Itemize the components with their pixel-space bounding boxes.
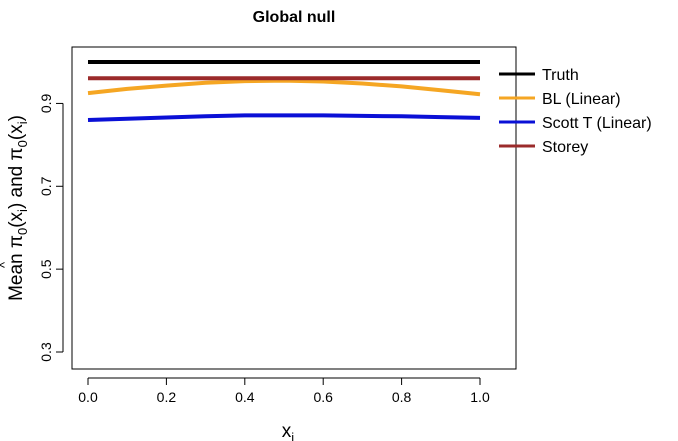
series-layer bbox=[87, 60, 481, 122]
series-line-2 bbox=[87, 113, 481, 122]
x-tick-label: 0.4 bbox=[235, 389, 255, 405]
y-tick-label: 0.9 bbox=[38, 93, 54, 113]
x-tick-label: 0.8 bbox=[392, 389, 412, 405]
legend-label: Scott T (Linear) bbox=[542, 115, 652, 132]
series-line-1 bbox=[87, 78, 481, 97]
x-axis-label: xi bbox=[282, 421, 295, 441]
y-axis: 0.3 0.5 0.7 0.9 bbox=[38, 93, 64, 362]
svg-text:Mean π0(xi) and π0(xi): Mean π0(xi) and π0(xi) bbox=[6, 115, 30, 301]
x-axis: 0.0 0.2 0.4 0.6 0.8 1.0 bbox=[78, 377, 490, 405]
x-tick-label: 0.0 bbox=[78, 389, 98, 405]
legend: Truth BL (Linear) Scott T (Linear) Storey bbox=[499, 67, 652, 156]
chart-title: Global null bbox=[253, 9, 336, 26]
legend-label: BL (Linear) bbox=[542, 91, 621, 108]
x-tick-label: 0.2 bbox=[157, 389, 177, 405]
plot-frame bbox=[71, 46, 517, 370]
pi-hat-mark: ^ bbox=[0, 261, 12, 268]
y-tick-label: 0.3 bbox=[38, 342, 54, 362]
legend-label: Truth bbox=[542, 67, 579, 84]
y-axis-label: Mean π0(xi) and π0(xi) ^ bbox=[0, 115, 30, 301]
y-tick-label: 0.5 bbox=[38, 259, 54, 279]
x-tick-label: 0.6 bbox=[313, 389, 333, 405]
x-tick-label: 1.0 bbox=[470, 389, 490, 405]
legend-label: Storey bbox=[542, 139, 588, 156]
y-tick-label: 0.7 bbox=[38, 176, 54, 196]
